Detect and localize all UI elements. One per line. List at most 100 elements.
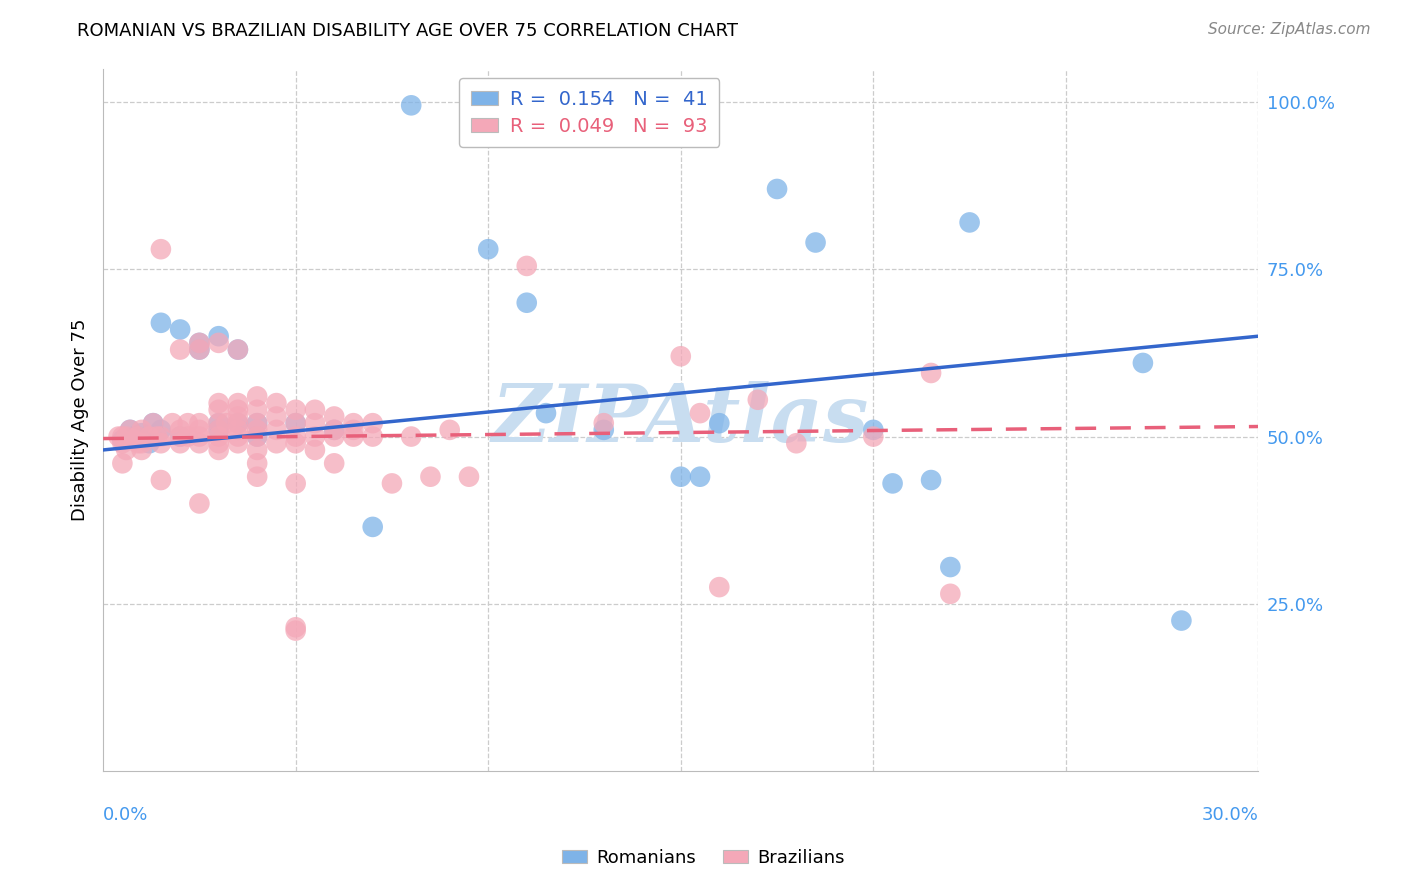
Point [120, 423, 142, 437]
Point [111, 433, 134, 447]
Point [226, 429, 249, 443]
Point [188, 423, 211, 437]
Point [304, 416, 326, 430]
Point [284, 416, 307, 430]
Point [342, 423, 364, 437]
Point [689, 406, 711, 420]
Point [188, 416, 211, 430]
Point [169, 423, 191, 437]
Point [208, 436, 231, 450]
Point [127, 429, 149, 443]
Point [689, 469, 711, 483]
Point [111, 456, 134, 470]
Point [246, 416, 269, 430]
Point [284, 402, 307, 417]
Point [107, 429, 129, 443]
Point [149, 242, 172, 256]
Point [226, 416, 249, 430]
Point [304, 442, 326, 457]
Point [592, 423, 614, 437]
Point [208, 396, 231, 410]
Point [149, 436, 172, 450]
Point [208, 335, 231, 350]
Point [516, 259, 538, 273]
Point [188, 335, 211, 350]
Point [284, 624, 307, 638]
Point [939, 560, 962, 574]
Point [920, 366, 942, 380]
Point [169, 322, 191, 336]
Point [169, 436, 191, 450]
Point [146, 429, 169, 443]
Point [342, 429, 364, 443]
Point [439, 423, 461, 437]
Point [111, 429, 134, 443]
Point [208, 442, 231, 457]
Point [226, 436, 249, 450]
Point [208, 402, 231, 417]
Point [131, 423, 153, 437]
Point [149, 316, 172, 330]
Point [246, 469, 269, 483]
Point [323, 409, 346, 424]
Point [959, 215, 981, 229]
Point [246, 416, 269, 430]
Point [882, 476, 904, 491]
Y-axis label: Disability Age Over 75: Disability Age Over 75 [72, 318, 89, 521]
Point [862, 423, 884, 437]
Point [361, 416, 384, 430]
Point [142, 416, 165, 430]
Point [399, 429, 422, 443]
Point [709, 416, 731, 430]
Point [304, 402, 326, 417]
Point [920, 473, 942, 487]
Point [323, 423, 346, 437]
Point [162, 416, 184, 430]
Point [747, 392, 769, 407]
Point [115, 442, 138, 457]
Point [226, 343, 249, 357]
Point [169, 429, 191, 443]
Legend: R =  0.154   N =  41, R =  0.049   N =  93: R = 0.154 N = 41, R = 0.049 N = 93 [460, 78, 720, 147]
Point [226, 402, 249, 417]
Point [142, 416, 165, 430]
Point [131, 436, 153, 450]
Point [399, 98, 422, 112]
Point [111, 436, 134, 450]
Point [342, 416, 364, 430]
Point [246, 389, 269, 403]
Point [592, 416, 614, 430]
Point [138, 429, 160, 443]
Point [284, 416, 307, 430]
Point [226, 343, 249, 357]
Point [188, 335, 211, 350]
Point [1132, 356, 1154, 370]
Legend: Romanians, Brazilians: Romanians, Brazilians [554, 842, 852, 874]
Point [323, 456, 346, 470]
Text: 0.0%: 0.0% [103, 806, 149, 824]
Point [127, 429, 149, 443]
Point [115, 429, 138, 443]
Point [188, 429, 211, 443]
Point [246, 442, 269, 457]
Point [266, 423, 288, 437]
Point [131, 426, 153, 441]
Text: 30.0%: 30.0% [1202, 806, 1258, 824]
Point [323, 429, 346, 443]
Point [246, 456, 269, 470]
Point [361, 429, 384, 443]
Point [149, 429, 172, 443]
Point [226, 423, 249, 437]
Point [169, 343, 191, 357]
Point [226, 396, 249, 410]
Point [266, 396, 288, 410]
Point [226, 409, 249, 424]
Point [284, 620, 307, 634]
Point [361, 520, 384, 534]
Point [138, 436, 160, 450]
Point [208, 423, 231, 437]
Point [266, 409, 288, 424]
Text: Source: ZipAtlas.com: Source: ZipAtlas.com [1208, 22, 1371, 37]
Point [381, 476, 404, 491]
Point [208, 423, 231, 437]
